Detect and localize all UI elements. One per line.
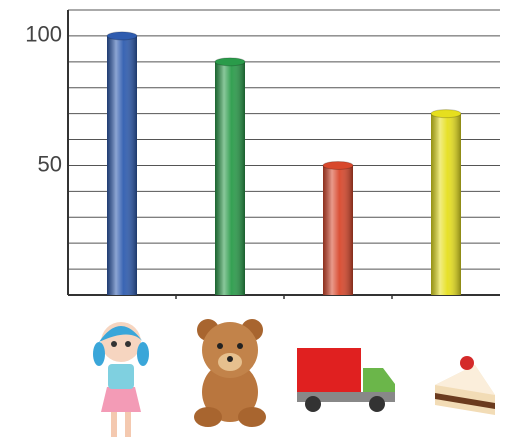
bar-shine (323, 165, 353, 295)
doll-icon (93, 322, 149, 437)
bar-cap (430, 109, 462, 119)
plot-area: 50 100 (25, 9, 500, 299)
bar-shine (431, 113, 461, 296)
bar-cap (214, 57, 246, 67)
bar-cap (106, 31, 138, 41)
bear-icon (194, 319, 266, 427)
y-tick-label: 100 (25, 22, 62, 47)
bar-shine (215, 61, 245, 296)
y-tick-label: 50 (38, 151, 62, 176)
truck-icon (297, 348, 395, 412)
cake-icon (435, 356, 495, 415)
bar-shine (107, 35, 137, 296)
bar-cap (322, 160, 354, 170)
